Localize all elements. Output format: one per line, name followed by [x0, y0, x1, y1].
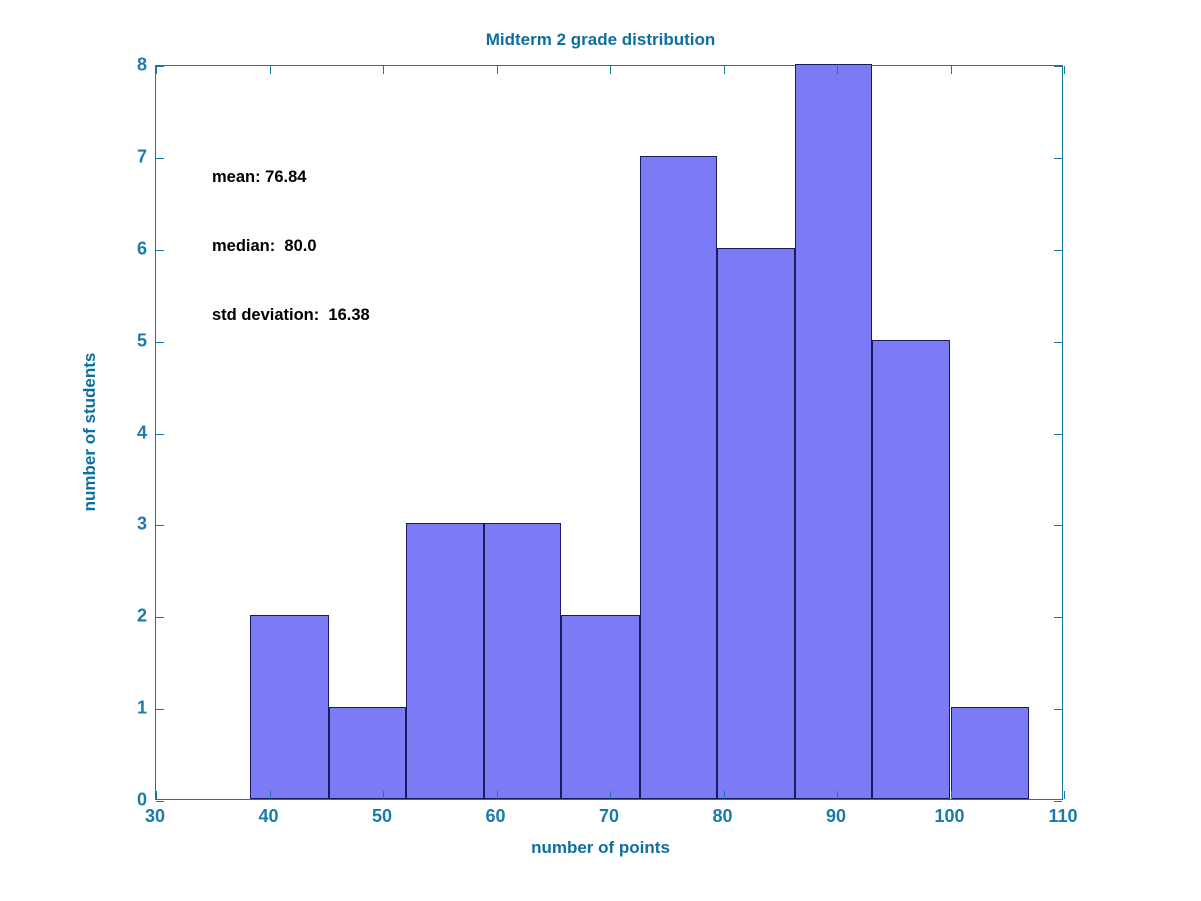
y-tick-label: 8 — [136, 54, 147, 75]
y-tick-label: 2 — [136, 605, 147, 626]
x-axis-label: number of points — [531, 838, 670, 857]
y-axis-tick — [1054, 66, 1062, 67]
x-axis-tick — [496, 66, 498, 74]
y-axis-tick — [1054, 341, 1062, 343]
x-tick-label: 50 — [371, 806, 393, 826]
y-axis-tick — [1054, 433, 1062, 435]
y-axis-tick — [156, 709, 164, 711]
stats-mean: mean: 76.84 — [212, 168, 307, 186]
histogram-bar — [328, 707, 406, 799]
histogram-bar — [872, 339, 951, 799]
x-axis-tick — [950, 791, 952, 799]
y-tick-label: 3 — [136, 513, 147, 534]
x-axis-tick — [156, 66, 157, 74]
x-axis-tick — [837, 791, 838, 799]
histogram-bar — [716, 247, 795, 799]
y-axis-tick — [156, 525, 164, 527]
bars-layer — [156, 64, 1062, 799]
x-axis-tick — [156, 791, 157, 799]
y-axis-tick — [156, 66, 164, 67]
x-axis-tick — [269, 66, 271, 74]
histogram-bar — [405, 523, 484, 799]
x-axis-tick — [383, 66, 384, 74]
x-tick-label: 70 — [598, 806, 620, 826]
x-tick-label: 40 — [258, 806, 279, 826]
x-axis-tick — [383, 791, 384, 799]
y-tick-label: 5 — [136, 330, 147, 351]
y-tick-label: 7 — [136, 146, 147, 167]
histogram-bar — [639, 155, 717, 799]
stats-median: median: 80.0 — [212, 237, 317, 255]
x-axis-tick — [1064, 66, 1065, 74]
y-axis-tick — [1054, 525, 1062, 527]
histogram-bar — [950, 707, 1029, 799]
y-tick-label: 1 — [136, 697, 147, 718]
x-axis-tick — [269, 791, 271, 799]
y-axis-label: number of students — [80, 352, 99, 512]
x-tick-label: 100 — [934, 806, 965, 826]
y-axis-tick — [156, 249, 164, 251]
x-axis-tick — [610, 791, 611, 799]
y-axis-tick — [156, 433, 164, 435]
x-axis-tick — [950, 66, 952, 74]
x-axis-tick — [723, 791, 725, 799]
x-axis-tick — [1064, 791, 1065, 799]
y-tick-label: 6 — [136, 238, 147, 259]
x-tick-label: 30 — [144, 806, 166, 826]
y-axis-tick — [156, 617, 164, 619]
x-axis-tick — [723, 66, 725, 74]
histogram-bar — [795, 64, 873, 799]
y-axis-tick — [1054, 617, 1062, 619]
x-axis-tick — [610, 66, 611, 74]
stats-std: std deviation: 16.38 — [212, 306, 370, 324]
histogram-bar — [561, 615, 640, 799]
plot-area — [155, 64, 1065, 802]
histogram-bar — [484, 523, 562, 799]
x-tick-label: 80 — [712, 806, 733, 826]
y-axis-tick — [1054, 249, 1062, 251]
y-axis-tick — [1054, 709, 1062, 711]
y-axis-tick — [1054, 801, 1062, 802]
x-axis-tick — [496, 791, 498, 799]
x-tick-label: 60 — [485, 806, 506, 826]
x-tick-label: 90 — [825, 806, 847, 826]
y-axis-tick — [1054, 157, 1062, 159]
chart-title: Midterm 2 grade distribution — [485, 30, 716, 49]
stats-annotation: mean: 76.84 median: 80.0 std deviation: … — [212, 120, 370, 373]
x-tick-label: 110 — [1048, 806, 1078, 826]
histogram-bar — [250, 615, 329, 799]
y-axis-tick — [156, 801, 164, 802]
y-axis-tick — [156, 341, 164, 343]
y-tick-label: 0 — [136, 789, 147, 810]
y-tick-label: 4 — [136, 422, 147, 442]
x-axis-tick — [837, 66, 838, 74]
y-axis-tick — [156, 157, 164, 159]
